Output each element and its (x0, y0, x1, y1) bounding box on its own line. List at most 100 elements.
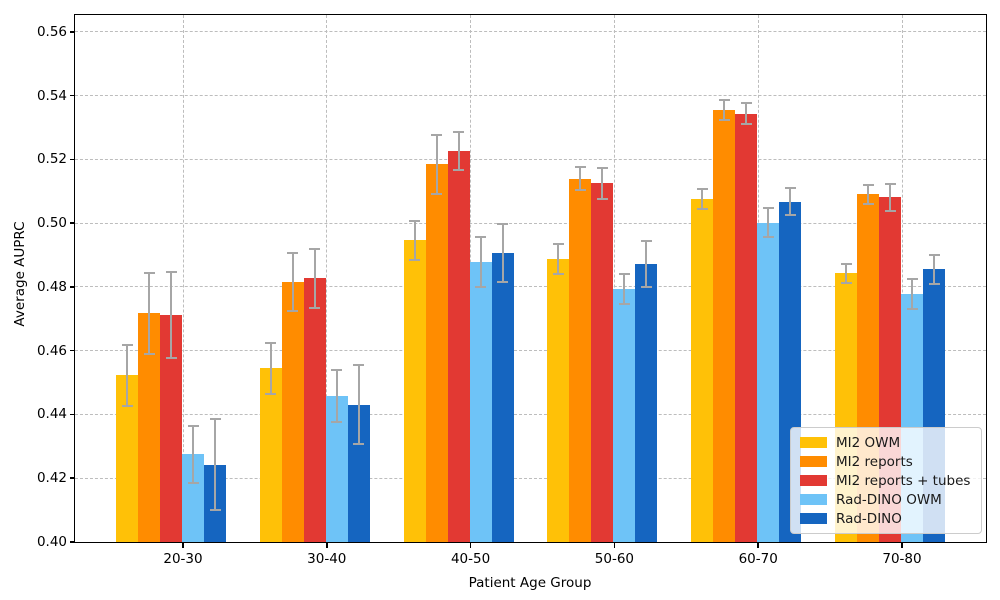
bar-mi2-reports-tubes (735, 113, 758, 542)
error-bar-cap-top (552, 243, 564, 246)
error-bar (291, 253, 294, 312)
error-bar-cap-bottom (762, 236, 774, 239)
x-tick-label: 30-40 (307, 551, 347, 567)
legend-swatch (800, 494, 827, 505)
gridline-horizontal (75, 95, 986, 97)
bar-rad-dino-owm (613, 289, 636, 542)
error-bar (479, 237, 482, 287)
error-bar-cap-bottom (740, 122, 752, 125)
x-tick-mark (182, 543, 184, 548)
error-bar (313, 248, 316, 308)
y-tick-label: 0.52 (36, 151, 67, 168)
error-bar-cap-top (265, 341, 277, 344)
error-bar-cap-top (353, 364, 365, 367)
y-tick-label: 0.48 (36, 278, 67, 295)
gridline-horizontal (75, 350, 986, 352)
gridline-horizontal (75, 222, 986, 224)
y-tick-label: 0.44 (36, 406, 67, 423)
error-bar-cap-top (596, 166, 608, 169)
error-bar-cap-bottom (696, 207, 708, 210)
bar-mi2-reports (569, 178, 592, 542)
legend-item: MI2 reports + tubes (800, 472, 972, 490)
error-bar-cap-top (309, 247, 321, 250)
error-bar (579, 166, 582, 191)
error-bar-cap-top (884, 182, 896, 185)
error-bar-cap-top (906, 278, 918, 281)
legend-item: MI2 reports (800, 453, 972, 471)
error-bar-cap-bottom (287, 310, 299, 313)
error-bar (845, 263, 847, 283)
error-bar-cap-bottom (353, 443, 365, 446)
error-bar-cap-top (409, 220, 421, 223)
legend-swatch (800, 456, 827, 467)
bar-mi2-reports-tubes (447, 151, 470, 542)
error-bar-cap-bottom (209, 509, 221, 512)
bar-mi2-reports (713, 110, 736, 542)
x-tick-label: 20-30 (163, 551, 203, 567)
error-bar-cap-bottom (143, 352, 155, 355)
gridline-horizontal (75, 158, 986, 160)
x-tick-label: 70-80 (882, 551, 922, 567)
legend-swatch (800, 437, 827, 448)
y-tick-mark (70, 222, 75, 224)
x-axis-label: Patient Age Group (468, 575, 592, 591)
legend-label: MI2 reports (836, 453, 913, 470)
error-bar-cap-bottom (165, 357, 177, 360)
y-tick-mark (70, 31, 75, 33)
error-bar-cap-bottom (453, 169, 465, 172)
error-bar-cap-top (740, 102, 752, 105)
legend-label: MI2 OWM (836, 434, 901, 451)
bar-rad-dino (491, 253, 514, 542)
error-bar (214, 418, 216, 511)
y-tick-mark (70, 94, 75, 97)
legend-label: Rad-DINO OWM (836, 491, 942, 508)
error-bar-cap-bottom (497, 281, 509, 284)
error-bar (501, 223, 504, 283)
error-bar-cap-top (928, 253, 940, 256)
y-tick-mark (70, 349, 75, 352)
legend-swatch (800, 513, 827, 524)
y-axis-label: Average AUPRC (12, 221, 28, 327)
error-bar-cap-top (187, 424, 199, 427)
error-bar-cap-top (431, 133, 443, 136)
error-bar (148, 273, 150, 354)
error-bar (413, 221, 416, 260)
bar-mi2-owm (547, 258, 570, 542)
gridline-vertical (326, 15, 328, 542)
bar-mi2-owm (403, 240, 426, 542)
legend-item: MI2 OWM (800, 434, 972, 452)
error-bar (645, 240, 648, 287)
error-bar-cap-bottom (618, 303, 630, 306)
bar-rad-dino-owm (469, 262, 492, 542)
error-bar-cap-top (762, 206, 774, 209)
error-bar-cap-top (331, 369, 343, 372)
error-bar-cap-bottom (574, 189, 586, 192)
y-tick-label: 0.50 (36, 215, 67, 232)
gridline-horizontal (75, 286, 986, 288)
error-bar-cap-top (453, 131, 465, 133)
bar-rad-dino (635, 263, 658, 542)
error-bar (933, 254, 935, 285)
error-bar (623, 273, 626, 305)
error-bar (357, 365, 360, 445)
error-bar-cap-bottom (928, 283, 940, 286)
bar-mi2-owm (691, 198, 714, 542)
y-tick-label: 0.46 (36, 342, 67, 359)
legend-label: Rad-DINO (836, 510, 902, 527)
error-bar (723, 100, 726, 120)
y-tick-mark (70, 286, 75, 288)
error-bar-cap-bottom (906, 308, 918, 311)
legend-swatch (800, 475, 827, 486)
error-bar-cap-top (784, 187, 796, 190)
bar-mi2-reports-tubes (160, 315, 182, 542)
error-bar (767, 207, 770, 238)
error-bar-cap-top (165, 270, 177, 273)
bar-mi2-owm (116, 375, 138, 542)
error-bar (789, 188, 792, 215)
error-bar-cap-bottom (409, 258, 421, 261)
error-bar-cap-bottom (640, 285, 652, 288)
error-bar (889, 183, 891, 212)
error-bar-cap-top (574, 165, 586, 168)
error-bar-cap-bottom (840, 281, 852, 284)
gridline-horizontal (75, 31, 986, 33)
